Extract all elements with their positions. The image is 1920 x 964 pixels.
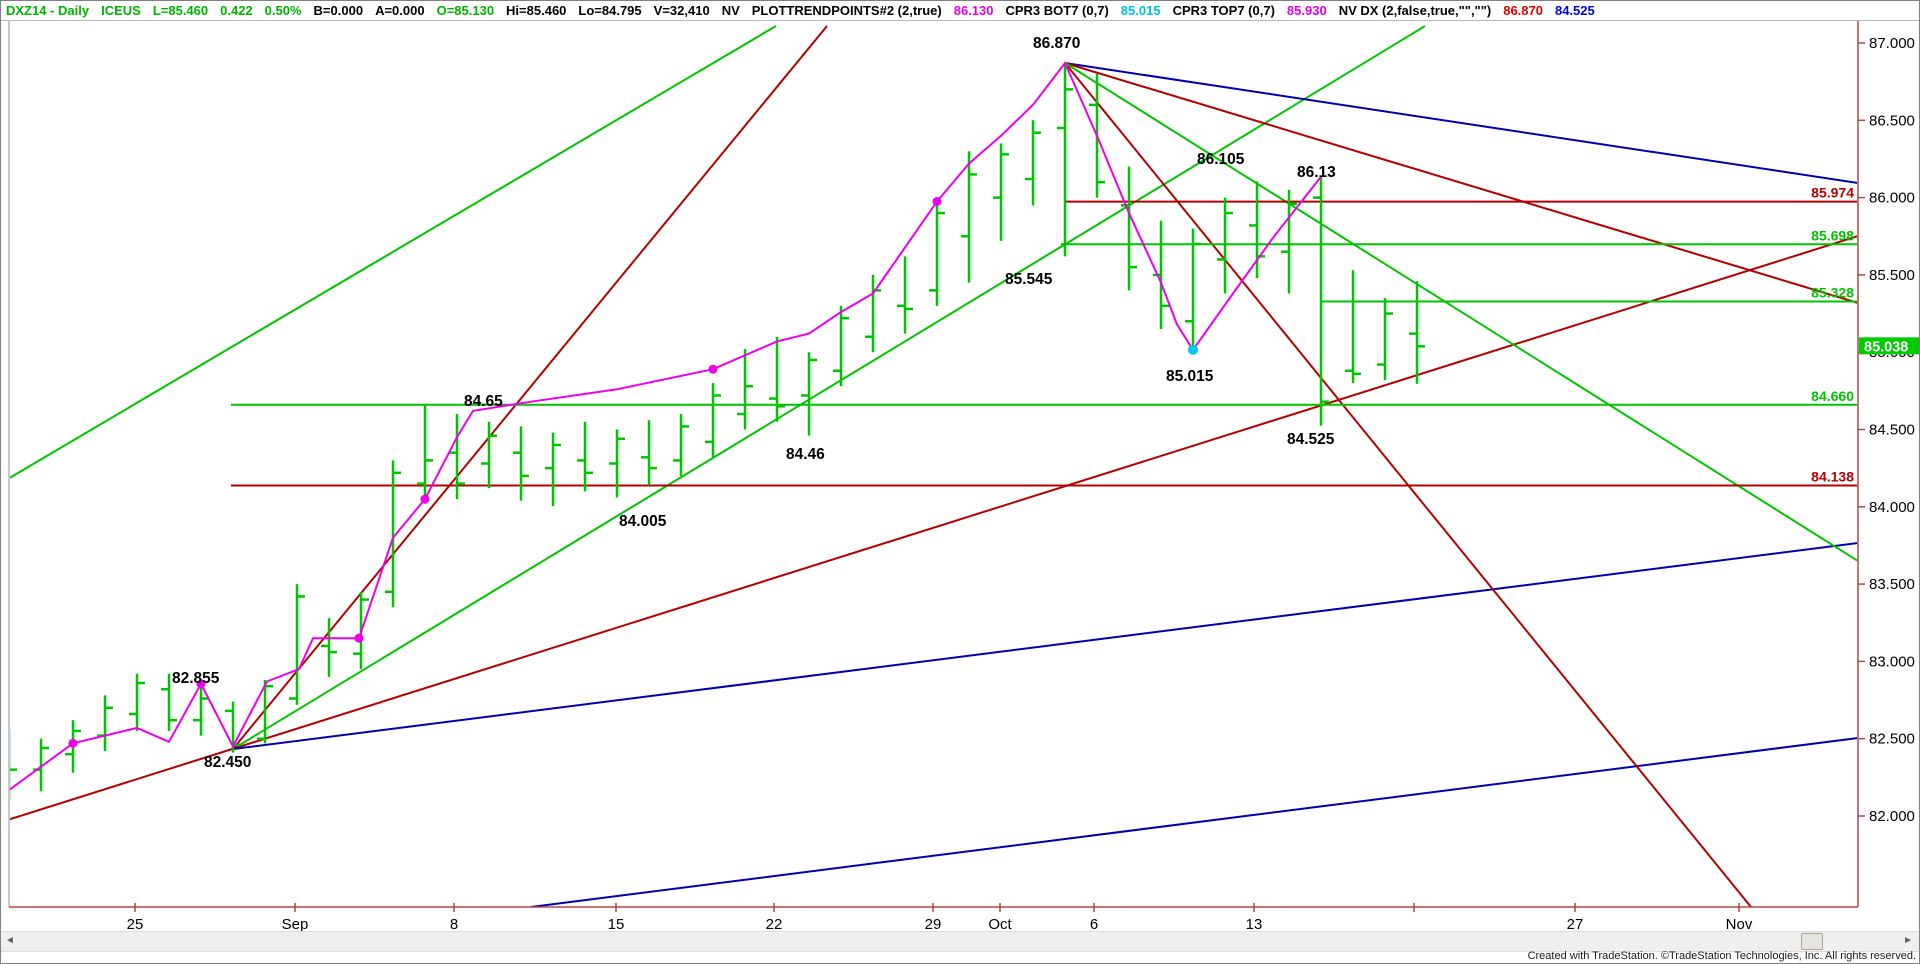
- time-axis-tick-label: Nov: [1726, 916, 1753, 933]
- price-axis-tick-label: 85.500: [1869, 267, 1915, 284]
- quote-field: NV: [721, 3, 740, 18]
- time-axis-tick-label: 13: [1246, 916, 1263, 933]
- level-price-label: 85.328: [1811, 284, 1854, 300]
- price-axis-tick-label: 83.000: [1869, 653, 1915, 670]
- trendline-peak-fan-green: [1064, 62, 1857, 562]
- time-axis-tick-label: Sep: [282, 916, 309, 933]
- quote-field: 85.930: [1286, 3, 1327, 18]
- price-axis-tick-label: 82.000: [1869, 808, 1915, 825]
- level-price-label: 85.974: [1811, 185, 1854, 201]
- time-axis-tick-label: 27: [1567, 916, 1584, 933]
- swing-point-dot: [68, 738, 78, 748]
- price-annotation: 84.46: [786, 446, 825, 463]
- quote-field: CPR3 BOT7 (0,7): [1005, 3, 1109, 18]
- trendline-peak-fan-red-shallow: [1064, 62, 1857, 304]
- copyright-status-text: Created with TradeStation. ©TradeStation…: [1527, 950, 1916, 962]
- price-annotation: 86.870: [1033, 35, 1080, 52]
- price-axis-tick-label: 86.500: [1869, 112, 1915, 129]
- quote-field: Hi=85.460: [506, 3, 567, 18]
- trendline-long-red-uptrend: [10, 235, 1857, 821]
- price-annotation: 86.105: [1197, 151, 1245, 168]
- time-axis-tick-label: Oct: [988, 916, 1012, 933]
- time-axis-tick-label: 29: [925, 916, 942, 933]
- price-annotation: 84.005: [619, 513, 667, 530]
- scrollbar-thumb[interactable]: [1801, 933, 1823, 950]
- trendline-gann-steep-uptrend: [232, 25, 828, 750]
- last-price-marker-label: 85.038: [1864, 339, 1908, 355]
- price-axis-tick-label: 82.500: [1869, 731, 1915, 748]
- quote-field: A=0.000: [375, 3, 425, 18]
- price-axis-tick-label: 83.500: [1869, 576, 1915, 593]
- time-axis-tick-label: 6: [1090, 916, 1098, 933]
- quote-field: 86.870: [1503, 3, 1543, 18]
- swing-point-dot: [354, 633, 364, 643]
- price-annotation: 85.015: [1166, 368, 1214, 385]
- price-annotation: 82.855: [172, 670, 220, 687]
- level-price-label: 84.660: [1811, 388, 1854, 404]
- quote-field: CPR3 TOP7 (0,7): [1172, 3, 1275, 18]
- quote-field: 0.50%: [264, 3, 302, 18]
- swing-point-dot-cyan: [1188, 344, 1198, 355]
- price-axis-tick-label: 84.000: [1869, 499, 1915, 516]
- scroll-right-icon[interactable]: ►: [1903, 935, 1913, 946]
- quote-field: L=85.460: [152, 3, 209, 18]
- swing-point-dot: [420, 494, 430, 504]
- last-price-marker-box: [1859, 337, 1919, 355]
- swing-point-dot: [708, 364, 718, 374]
- level-price-label: 85.698: [1811, 227, 1854, 243]
- quote-field: DXZ14 - Daily: [6, 3, 90, 18]
- quote-field: PLOTTRENDPOINTS#2 (2,true): [751, 3, 942, 18]
- price-axis-tick-label: 86.000: [1869, 190, 1915, 207]
- time-axis-tick-label: 25: [127, 916, 144, 933]
- quote-field: 85.015: [1120, 3, 1161, 18]
- time-axis-tick-label: 8: [450, 916, 458, 933]
- price-axis-tick-label: 84.500: [1869, 422, 1915, 439]
- quote-field: ICEUS: [101, 3, 141, 18]
- time-axis-tick-label: 22: [766, 916, 783, 933]
- price-annotation: 84.525: [1287, 431, 1335, 448]
- level-price-label: 84.138: [1811, 468, 1854, 484]
- swing-point-dot: [196, 679, 206, 689]
- quote-field: Lo=84.795: [578, 3, 642, 18]
- quote-field: O=85.130: [436, 3, 495, 18]
- price-annotation: 82.450: [204, 754, 251, 771]
- trendline-blue-uptrend-lower: [530, 737, 1857, 907]
- quote-field: 84.525: [1554, 3, 1595, 18]
- horizontal-scrollbar[interactable]: ◄ ►: [1, 931, 1919, 952]
- plot-area: [10, 25, 1857, 907]
- price-annotation: 84.65: [464, 393, 503, 410]
- quote-field: V=32,410: [653, 3, 710, 18]
- quote-field: NV DX (2,false,true,"",""): [1338, 3, 1492, 18]
- swing-point-dot: [932, 196, 942, 206]
- trendline-blue-uptrend-upper: [232, 542, 1857, 750]
- quote-field: 0.422: [220, 3, 253, 18]
- price-axis-tick-label: 87.000: [1869, 35, 1915, 52]
- quote-field: 86.130: [953, 3, 994, 18]
- time-axis-tick-label: 15: [608, 916, 625, 933]
- trendline-channel-line-upper: [10, 25, 777, 479]
- swing-zigzag-line: [10, 61, 1322, 791]
- trendline-main-uptrend-line: [232, 25, 1426, 750]
- quote-bar: DXZ14 - Daily ICEUS L=85.460 0.422 0.50% B=0.…: [1, 1, 1919, 21]
- scroll-left-icon[interactable]: ◄: [5, 935, 15, 946]
- price-annotation: 86.13: [1297, 164, 1336, 181]
- price-annotation: 85.545: [1005, 271, 1053, 288]
- trendline-peak-fan-blue: [1064, 62, 1857, 184]
- quote-field: B=0.000: [313, 3, 364, 18]
